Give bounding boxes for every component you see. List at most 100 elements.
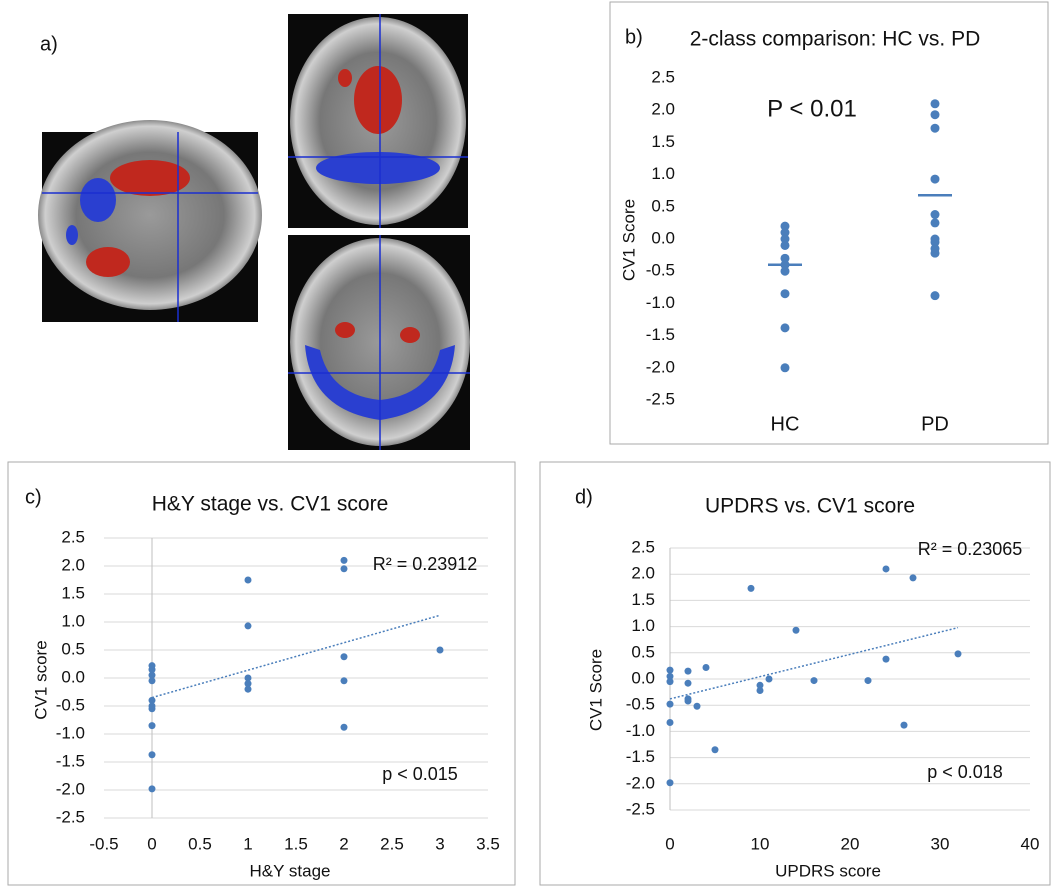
y-tick-label: 0.0 <box>651 228 675 247</box>
annotation: R² = 0.23065 <box>918 539 1023 559</box>
data-point <box>149 722 156 729</box>
data-point <box>667 779 674 786</box>
data-point <box>757 687 764 694</box>
panel-label: d) <box>575 486 593 508</box>
data-point <box>245 622 252 629</box>
panel-frame <box>610 2 1048 444</box>
x-tick-label: 0 <box>665 834 674 853</box>
panel-label: b) <box>625 26 643 48</box>
y-tick-label: -1.0 <box>56 723 85 742</box>
y-tick-label: 0.0 <box>61 667 85 686</box>
data-point <box>793 627 800 634</box>
y-tick-label: -2.5 <box>626 799 655 818</box>
x-axis-label: UPDRS score <box>775 861 881 880</box>
x-tick-label: 2 <box>339 834 348 853</box>
y-tick-label: 2.0 <box>651 100 675 119</box>
y-tick-label: 2.5 <box>61 527 85 546</box>
y-tick-label: -2.5 <box>56 807 85 826</box>
data-point <box>667 701 674 708</box>
x-tick-label: 40 <box>1021 834 1040 853</box>
x-tick-label: 3 <box>435 834 444 853</box>
data-point <box>667 667 674 674</box>
panel-label: c) <box>25 486 42 508</box>
x-axis-label: H&Y stage <box>250 861 331 880</box>
data-point <box>901 722 908 729</box>
brain-axial-bottom <box>288 235 470 450</box>
data-point <box>667 678 674 685</box>
data-point <box>781 289 790 298</box>
x-tick-label: 3.5 <box>476 834 500 853</box>
chart-title: 2-class comparison: HC vs. PD <box>690 28 981 51</box>
data-point <box>341 677 348 684</box>
data-point <box>781 363 790 372</box>
data-point <box>694 703 701 710</box>
y-tick-label: 1.0 <box>651 164 675 183</box>
data-point <box>341 653 348 660</box>
y-axis-label: CV1 Score <box>619 199 638 281</box>
data-point <box>149 705 156 712</box>
y-tick-label: 0.5 <box>651 196 675 215</box>
data-point <box>149 677 156 684</box>
y-tick-label: 0.5 <box>631 642 655 661</box>
annotation: p < 0.018 <box>927 762 1003 782</box>
chart-title: H&Y stage vs. CV1 score <box>152 493 389 516</box>
x-tick-label: 1 <box>243 834 252 853</box>
data-point <box>910 574 917 581</box>
figure: a) b)2-class comparison: HC vs. PDCV1 Sc… <box>0 0 1054 889</box>
data-point <box>712 746 719 753</box>
data-point <box>781 323 790 332</box>
y-tick-label: 1.0 <box>61 611 85 630</box>
panel-frame <box>540 462 1050 885</box>
x-tick-label: 1.5 <box>284 834 308 853</box>
data-point <box>811 677 818 684</box>
data-point <box>748 585 755 592</box>
x-tick-label: 30 <box>931 834 950 853</box>
data-point <box>245 577 252 584</box>
data-point <box>685 668 692 675</box>
chart-title: UPDRS vs. CV1 score <box>705 495 915 518</box>
data-point <box>703 664 710 671</box>
y-tick-label: -2.5 <box>646 389 675 408</box>
y-tick-label: 1.5 <box>61 583 85 602</box>
data-point <box>931 124 940 133</box>
data-point <box>667 719 674 726</box>
y-tick-label: 0.0 <box>631 668 655 687</box>
y-tick-label: -0.5 <box>56 695 85 714</box>
data-point <box>931 291 940 300</box>
y-tick-label: 2.5 <box>631 537 655 556</box>
data-point <box>781 267 790 276</box>
data-point <box>931 175 940 184</box>
y-tick-label: -1.5 <box>56 751 85 770</box>
trendline <box>670 628 958 699</box>
data-point <box>931 218 940 227</box>
y-tick-label: -1.0 <box>646 293 675 312</box>
data-point <box>931 210 940 219</box>
y-tick-label: 1.5 <box>651 132 675 151</box>
y-tick-label: -2.0 <box>56 779 85 798</box>
trendline <box>152 615 440 697</box>
x-tick-label: 20 <box>841 834 860 853</box>
data-point <box>341 557 348 564</box>
y-axis-label: CV1 Score <box>586 649 605 731</box>
x-tick-label: 10 <box>751 834 770 853</box>
brain-sagittal <box>38 120 262 322</box>
data-point <box>245 686 252 693</box>
data-point <box>766 676 773 683</box>
y-tick-label: 1.0 <box>631 616 655 635</box>
data-point <box>149 751 156 758</box>
data-point <box>781 241 790 250</box>
annotation: R² = 0.23912 <box>373 554 478 574</box>
data-point <box>931 99 940 108</box>
y-tick-label: 2.5 <box>651 67 675 86</box>
data-point <box>931 249 940 258</box>
y-tick-label: -0.5 <box>646 261 675 280</box>
y-tick-label: 0.5 <box>61 639 85 658</box>
data-point <box>341 724 348 731</box>
y-tick-label: -1.5 <box>646 325 675 344</box>
data-point <box>865 677 872 684</box>
annotation: p < 0.015 <box>382 764 458 784</box>
x-tick-label: 2.5 <box>380 834 404 853</box>
data-point <box>685 698 692 705</box>
x-tick-label: PD <box>921 413 949 435</box>
brain-axial-top <box>288 14 468 228</box>
